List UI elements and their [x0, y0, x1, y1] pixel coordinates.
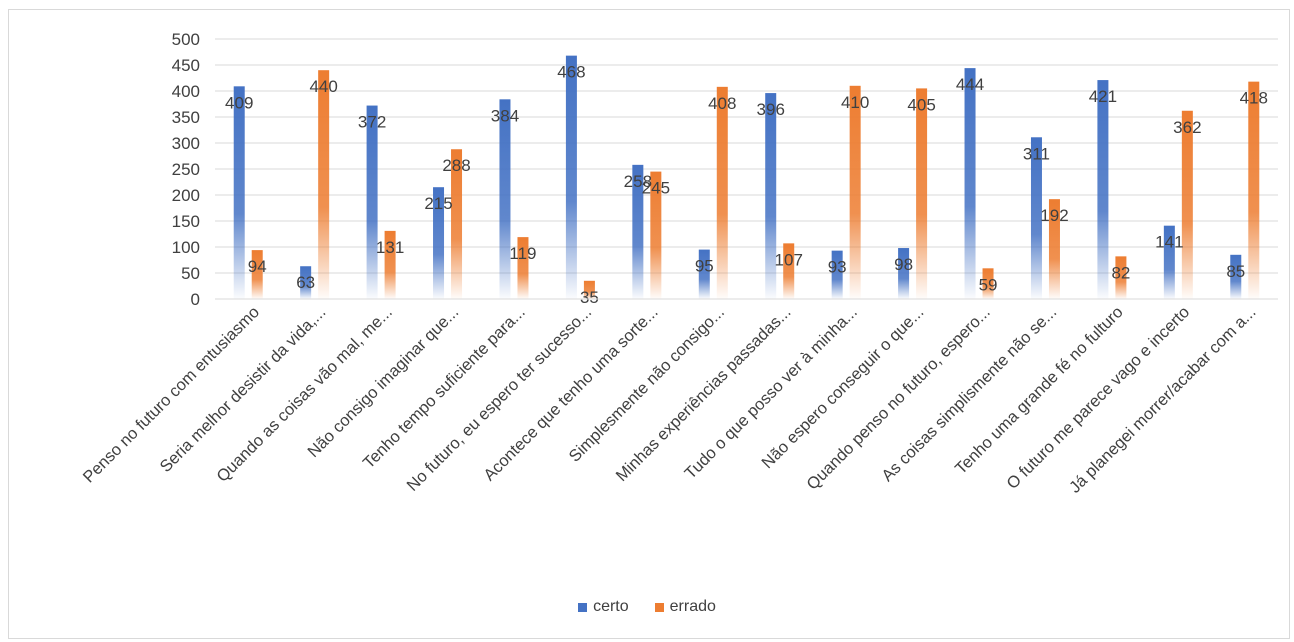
data-label-certo: 468	[557, 63, 585, 82]
data-label-certo: 85	[1226, 262, 1245, 281]
y-tick-label: 150	[172, 212, 200, 231]
chart-frame	[8, 9, 1290, 639]
data-label-certo: 396	[757, 100, 785, 119]
data-label-errado: 405	[907, 95, 935, 114]
bar-certo	[964, 68, 976, 300]
data-label-certo: 311	[1023, 144, 1050, 163]
data-label-errado: 440	[309, 77, 337, 96]
data-label-errado: 288	[442, 156, 470, 175]
data-label-errado: 94	[248, 257, 267, 276]
y-tick-label: 350	[172, 108, 200, 127]
data-label-certo: 384	[491, 106, 519, 125]
data-label-certo: 421	[1089, 87, 1117, 106]
bars	[233, 55, 1260, 300]
data-label-errado: 192	[1040, 206, 1068, 225]
bar-errado	[783, 243, 795, 299]
legend-item-errado: errado	[654, 598, 716, 616]
bar-errado	[716, 86, 728, 299]
legend-swatch-errado	[654, 602, 664, 612]
bar-certo	[898, 248, 910, 299]
bar-errado	[1181, 110, 1193, 299]
data-label-certo: 372	[358, 113, 386, 132]
data-label-errado: 119	[509, 244, 536, 263]
data-label-errado: 362	[1173, 118, 1201, 137]
data-label-errado: 131	[376, 238, 404, 257]
legend: certo errado	[0, 598, 1294, 616]
bar-errado	[318, 70, 330, 299]
bar-certo	[765, 93, 777, 299]
bar-certo	[499, 99, 511, 299]
bar-errado	[451, 149, 463, 299]
data-label-certo: 258	[624, 172, 652, 191]
legend-label-certo: certo	[593, 598, 629, 615]
bar-errado	[982, 268, 994, 299]
data-label-certo: 444	[956, 75, 984, 94]
y-tick-label: 450	[172, 56, 200, 75]
bar-certo	[1163, 225, 1175, 299]
y-tick-label: 500	[172, 30, 200, 49]
bar-certo	[1097, 80, 1109, 299]
data-label-errado: 107	[775, 250, 803, 269]
bar-errado	[916, 88, 928, 300]
bar-errado	[384, 230, 396, 299]
bar-certo	[1230, 254, 1242, 299]
bar-errado	[583, 280, 595, 299]
bar-certo	[233, 86, 245, 299]
bar-certo	[300, 266, 312, 299]
bar-errado	[517, 237, 529, 299]
y-axis: 0 50 100 150 200 250 300 350 400 450 500	[172, 30, 200, 309]
y-tick-label: 100	[172, 238, 200, 257]
y-tick-label: 300	[172, 134, 200, 153]
y-tick-label: 200	[172, 186, 200, 205]
bar-certo	[632, 164, 644, 299]
data-label-errado: 35	[580, 288, 599, 307]
legend-item-certo: certo	[578, 598, 629, 616]
bar-errado	[1048, 199, 1060, 299]
data-label-certo: 93	[828, 258, 847, 277]
bar-errado	[1248, 81, 1260, 299]
data-label-certo: 215	[424, 194, 452, 213]
bar-certo	[366, 105, 378, 299]
data-label-certo: 98	[894, 255, 913, 274]
bar-certo	[698, 249, 710, 299]
data-label-errado: 59	[979, 275, 998, 294]
bar-certo	[433, 187, 445, 299]
y-tick-label: 0	[191, 290, 200, 309]
data-label-certo: 141	[1155, 233, 1183, 252]
data-label-errado: 82	[1111, 263, 1130, 282]
y-tick-label: 400	[172, 82, 200, 101]
data-label-errado: 410	[841, 93, 869, 112]
bar-errado	[650, 171, 662, 299]
bar-certo	[831, 250, 843, 299]
bar-errado	[1115, 256, 1127, 299]
data-label-errado: 408	[708, 94, 736, 113]
data-label-certo: 95	[695, 257, 714, 276]
data-label-certo: 63	[296, 273, 315, 292]
bar-errado	[849, 85, 861, 299]
y-tick-label: 50	[181, 264, 200, 283]
legend-label-errado: errado	[669, 598, 716, 615]
bar-errado	[251, 250, 263, 299]
y-tick-label: 250	[172, 160, 200, 179]
bar-certo	[565, 55, 577, 299]
data-label-errado: 245	[642, 179, 670, 198]
bar-certo	[1030, 137, 1042, 299]
legend-swatch-certo	[578, 602, 588, 612]
data-label-errado: 418	[1240, 89, 1268, 108]
data-label-certo: 409	[225, 93, 253, 112]
